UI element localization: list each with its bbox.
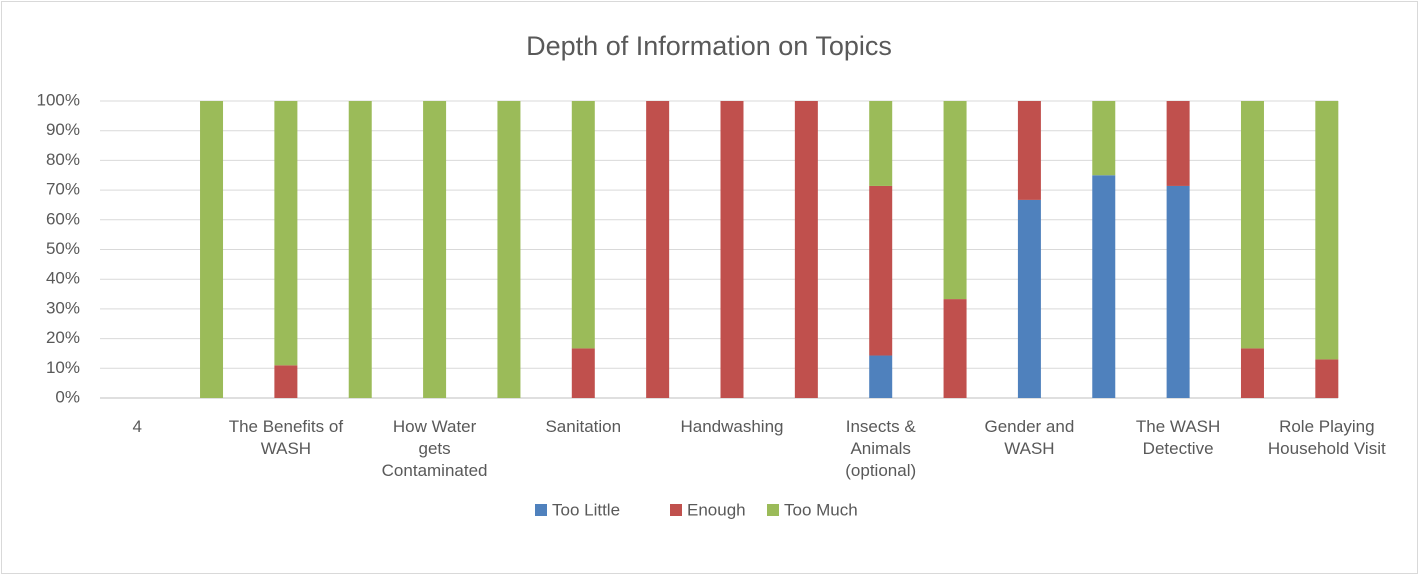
bar-segment — [794, 101, 818, 398]
bar-segment — [1092, 175, 1116, 398]
bar-segment — [720, 101, 744, 398]
bar-segment — [943, 299, 967, 398]
bar-segment — [497, 101, 521, 398]
bar-segment — [869, 185, 893, 356]
y-tick-label: 40% — [46, 269, 80, 288]
chart-title: Depth of Information on Topics — [526, 31, 892, 61]
bar-segment — [1166, 185, 1190, 398]
bar-segment — [200, 101, 224, 398]
bar-segment — [869, 101, 893, 186]
x-tick-label: Handwashing — [680, 417, 784, 436]
y-tick-label: 80% — [46, 150, 80, 169]
y-tick-label: 30% — [46, 298, 80, 317]
x-tick-label: Gender and WASH — [984, 417, 1075, 458]
bar-segment — [1017, 101, 1041, 200]
x-tick-label: Insects & Animals (optional) — [845, 417, 917, 480]
y-tick-label: 70% — [46, 180, 80, 199]
y-tick-label: 0% — [55, 387, 80, 406]
x-tick-label: 4 — [132, 417, 142, 436]
legend-swatch — [767, 504, 779, 516]
bar-segment — [869, 355, 893, 398]
bar-segment — [646, 101, 670, 398]
legend-label: Too Much — [784, 500, 858, 519]
legend-swatch — [535, 504, 547, 516]
bar-segment — [1240, 348, 1264, 398]
y-tick-label: 50% — [46, 239, 80, 258]
bar-segment — [348, 101, 372, 398]
legend-label: Too Little — [552, 500, 620, 519]
y-tick-label: 90% — [46, 120, 80, 139]
y-tick-label: 60% — [46, 209, 80, 228]
y-tick-label: 100% — [37, 90, 80, 109]
legend-label: Enough — [687, 500, 746, 519]
y-tick-label: 10% — [46, 358, 80, 377]
bar-segment — [1017, 199, 1041, 398]
bar-segment — [1240, 101, 1264, 349]
bar-segment — [1166, 101, 1190, 186]
bar-segment — [423, 101, 447, 398]
bar-segment — [571, 101, 595, 349]
x-tick-label: The Benefits of WASH — [228, 417, 344, 458]
bar-segment — [571, 348, 595, 398]
bar-segment — [1315, 359, 1339, 398]
bar-segment — [1092, 101, 1116, 176]
x-tick-label: Role Playing Household Visit — [1267, 417, 1386, 458]
legend-swatch — [670, 504, 682, 516]
bar-segment — [274, 365, 298, 398]
bar-segment — [1315, 101, 1339, 360]
x-tick-label: Sanitation — [545, 417, 622, 436]
y-tick-label: 20% — [46, 328, 80, 347]
x-tick-label: How Water gets Contaminated — [381, 417, 488, 480]
bar-segment — [274, 101, 298, 366]
bar-segment — [943, 101, 967, 300]
x-tick-label: The WASH Detective — [1135, 417, 1221, 458]
